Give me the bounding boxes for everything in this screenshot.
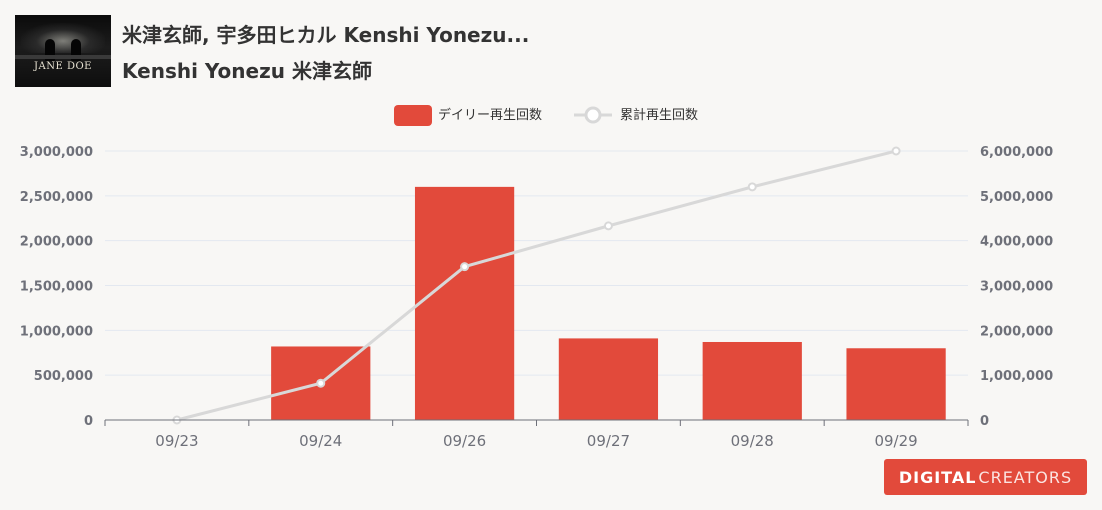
chart: デイリー再生回数 累計再生回数 0 500,000 1,000,000 1,500,0… (20, 105, 1053, 450)
bar (702, 341, 802, 420)
y-right-tick-label: 0 (980, 414, 989, 429)
legend-bar-swatch[interactable] (394, 105, 432, 126)
legend-line-marker[interactable] (584, 106, 602, 124)
x-tick-label: 09/29 (874, 432, 917, 450)
logo-text-creators: CREATORS (978, 467, 1073, 487)
x-tick-label: 09/24 (299, 432, 342, 450)
legend-bar-label[interactable]: デイリー再生回数 (438, 107, 542, 123)
bar (414, 186, 515, 420)
y-left-tick-label: 1,000,000 (20, 324, 93, 339)
y-right-tick-label: 1,000,000 (980, 369, 1053, 384)
y-right-tick-label: 3,000,000 (980, 280, 1053, 295)
y-left-tick-label: 1,500,000 (20, 280, 93, 295)
album-cover-thumbnail: JANE DOE (15, 15, 111, 87)
line-point (460, 262, 470, 272)
line-point (891, 146, 901, 156)
x-tick-label: 09/26 (443, 432, 486, 450)
y-left-tick-label: 2,000,000 (20, 235, 93, 250)
legend-line-label[interactable]: 累計再生回数 (620, 107, 698, 123)
bar (846, 348, 946, 420)
cover-text: JANE DOE (34, 61, 92, 72)
y-left-tick-label: 2,500,000 (20, 190, 93, 205)
legend[interactable]: デイリー再生回数 累計再生回数 (394, 105, 698, 126)
y-right-tick-label: 5,000,000 (980, 190, 1053, 205)
song-title: 米津玄師, 宇多田ヒカル Kenshi Yonezu... (122, 23, 530, 47)
x-tick-label: 09/28 (731, 432, 774, 450)
x-tick-label: 09/27 (587, 432, 630, 450)
y-left-tick-label: 500,000 (34, 369, 93, 384)
line-point (316, 378, 326, 388)
line-point (747, 182, 757, 192)
y-right-tick-label: 4,000,000 (980, 235, 1053, 250)
y-left-tick-label: 0 (84, 414, 93, 429)
line-point (603, 221, 613, 231)
bar (558, 338, 659, 420)
digital-creators-logo: DIGITAL CREATORS (884, 459, 1087, 495)
x-tick-label: 09/23 (155, 432, 198, 450)
y-right-tick-label: 6,000,000 (980, 145, 1053, 160)
y-right-tick-label: 2,000,000 (980, 324, 1053, 339)
y-left-tick-label: 3,000,000 (20, 145, 93, 160)
artist-name: Kenshi Yonezu 米津玄師 (122, 59, 372, 83)
logo-text-digital: DIGITAL (898, 467, 977, 487)
series-line (176, 149, 897, 422)
